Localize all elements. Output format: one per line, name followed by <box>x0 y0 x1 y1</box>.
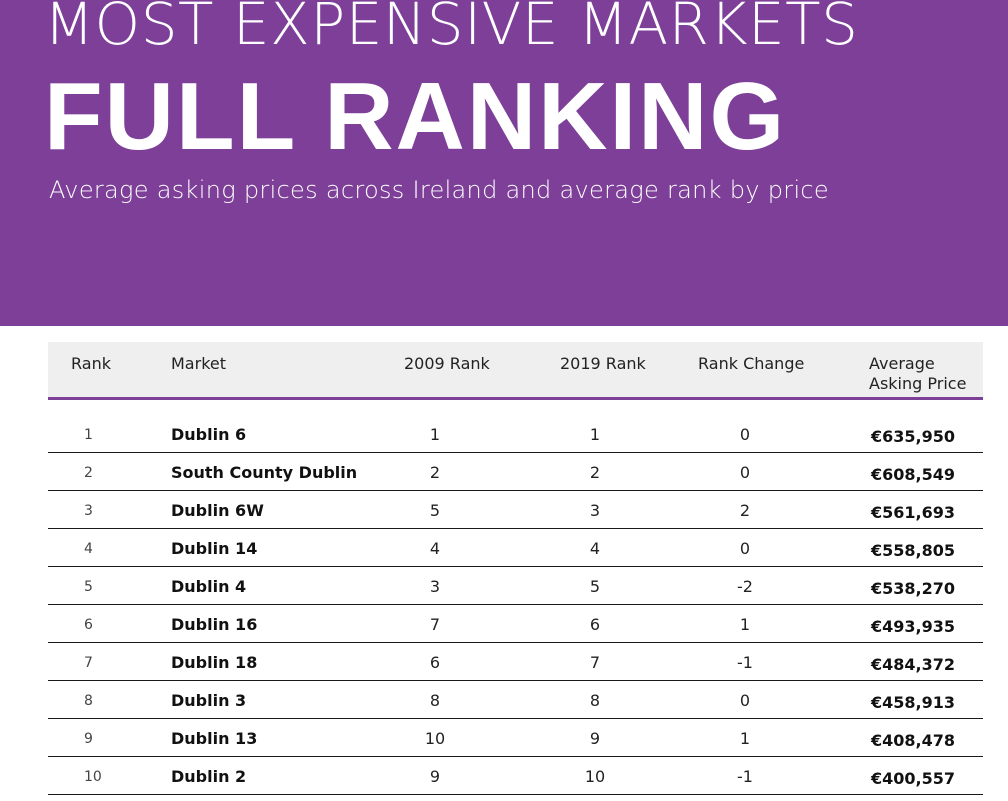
header-banner: MOST EXPENSIVE MARKETS FULL RANKING Aver… <box>0 0 1008 326</box>
cell-market: Dublin 3 <box>171 691 247 710</box>
cell-market: Dublin 14 <box>171 539 258 558</box>
table-row: 3 Dublin 6W 5 3 2 €561,693 <box>48 491 983 529</box>
cell-rank-change: 1 <box>739 729 751 748</box>
table-row: 9 Dublin 13 10 9 1 €408,478 <box>48 719 983 757</box>
page-title: FULL RANKING <box>44 63 787 170</box>
cell-average-asking-price: €400,557 <box>871 769 956 788</box>
cell-rank-change: -1 <box>737 653 753 672</box>
cell-2019-rank: 1 <box>589 425 601 444</box>
col-header-average-asking-price: Average Asking Price <box>869 354 967 393</box>
cell-2009-rank: 8 <box>429 691 441 710</box>
col-header-rank-change: Rank Change <box>698 354 805 373</box>
cell-2009-rank: 3 <box>429 577 441 596</box>
cell-2009-rank: 7 <box>429 615 441 634</box>
cell-2009-rank: 9 <box>429 767 441 786</box>
cell-rank: 2 <box>84 465 93 481</box>
cell-average-asking-price: €538,270 <box>871 579 956 598</box>
table-row: 7 Dublin 18 6 7 -1 €484,372 <box>48 643 983 681</box>
cell-rank: 10 <box>84 769 102 785</box>
cell-rank-change: 0 <box>739 691 751 710</box>
cell-2009-rank: 4 <box>429 539 441 558</box>
cell-rank: 1 <box>84 427 93 443</box>
cell-2019-rank: 6 <box>589 615 601 634</box>
cell-2019-rank: 3 <box>589 501 601 520</box>
cell-market: Dublin 13 <box>171 729 258 748</box>
table-row: 10 Dublin 2 9 10 -1 €400,557 <box>48 757 983 795</box>
cell-2019-rank: 2 <box>589 463 601 482</box>
subtitle: Average asking prices across Ireland and… <box>49 176 829 204</box>
cell-2009-rank: 2 <box>429 463 441 482</box>
cell-rank-change: 2 <box>739 501 751 520</box>
cell-rank: 3 <box>84 503 93 519</box>
cell-2009-rank: 1 <box>429 425 441 444</box>
cell-average-asking-price: €484,372 <box>871 655 956 674</box>
cell-2019-rank: 4 <box>589 539 601 558</box>
cell-2019-rank: 10 <box>584 767 606 786</box>
cell-rank: 8 <box>84 693 93 709</box>
cell-average-asking-price: €408,478 <box>871 731 956 750</box>
cell-rank: 6 <box>84 617 93 633</box>
table-row: 6 Dublin 16 7 6 1 €493,935 <box>48 605 983 643</box>
cell-market: Dublin 16 <box>171 615 258 634</box>
cell-rank: 4 <box>84 541 93 557</box>
cell-2009-rank: 6 <box>429 653 441 672</box>
cell-average-asking-price: €608,549 <box>871 465 956 484</box>
cell-rank: 9 <box>84 731 93 747</box>
cell-market: Dublin 6W <box>171 501 264 520</box>
cell-market: Dublin 2 <box>171 767 247 786</box>
cell-rank-change: 1 <box>739 615 751 634</box>
cell-market: South County Dublin <box>171 463 358 482</box>
cell-2009-rank: 5 <box>429 501 441 520</box>
cell-average-asking-price: €458,913 <box>871 693 956 712</box>
table-header: Rank Market 2009 Rank 2019 Rank Rank Cha… <box>48 342 983 400</box>
cell-rank-change: 0 <box>739 463 751 482</box>
cell-rank-change: 0 <box>739 539 751 558</box>
cell-2009-rank: 10 <box>424 729 446 748</box>
cell-average-asking-price: €561,693 <box>871 503 956 522</box>
cell-market: Dublin 18 <box>171 653 258 672</box>
col-header-2009-rank: 2009 Rank <box>404 354 490 373</box>
table-body: 1 Dublin 6 1 1 0 €635,950 2 South County Dublin… <box>48 415 983 795</box>
cell-2019-rank: 7 <box>589 653 601 672</box>
table-row: 2 South County Dublin 2 2 0 €608,549 <box>48 453 983 491</box>
table-row: 8 Dublin 3 8 8 0 €458,913 <box>48 681 983 719</box>
cell-average-asking-price: €558,805 <box>871 541 956 560</box>
cell-rank-change: -2 <box>737 577 753 596</box>
cell-2019-rank: 9 <box>589 729 601 748</box>
col-header-2019-rank: 2019 Rank <box>560 354 646 373</box>
cell-market: Dublin 6 <box>171 425 247 444</box>
title-top: MOST EXPENSIVE MARKETS <box>44 0 859 58</box>
cell-average-asking-price: €493,935 <box>871 617 956 636</box>
cell-average-asking-price: €635,950 <box>871 427 956 446</box>
cell-market: Dublin 4 <box>171 577 247 596</box>
cell-rank: 7 <box>84 655 93 671</box>
cell-rank-change: 0 <box>739 425 751 444</box>
col-header-rank: Rank <box>71 354 111 373</box>
cell-rank: 5 <box>84 579 93 595</box>
ranking-table: Rank Market 2009 Rank 2019 Rank Rank Cha… <box>48 342 983 795</box>
table-row: 5 Dublin 4 3 5 -2 €538,270 <box>48 567 983 605</box>
cell-2019-rank: 5 <box>589 577 601 596</box>
table-row: 1 Dublin 6 1 1 0 €635,950 <box>48 415 983 453</box>
col-header-market: Market <box>171 354 226 373</box>
cell-2019-rank: 8 <box>589 691 601 710</box>
table-row: 4 Dublin 14 4 4 0 €558,805 <box>48 529 983 567</box>
cell-rank-change: -1 <box>737 767 753 786</box>
